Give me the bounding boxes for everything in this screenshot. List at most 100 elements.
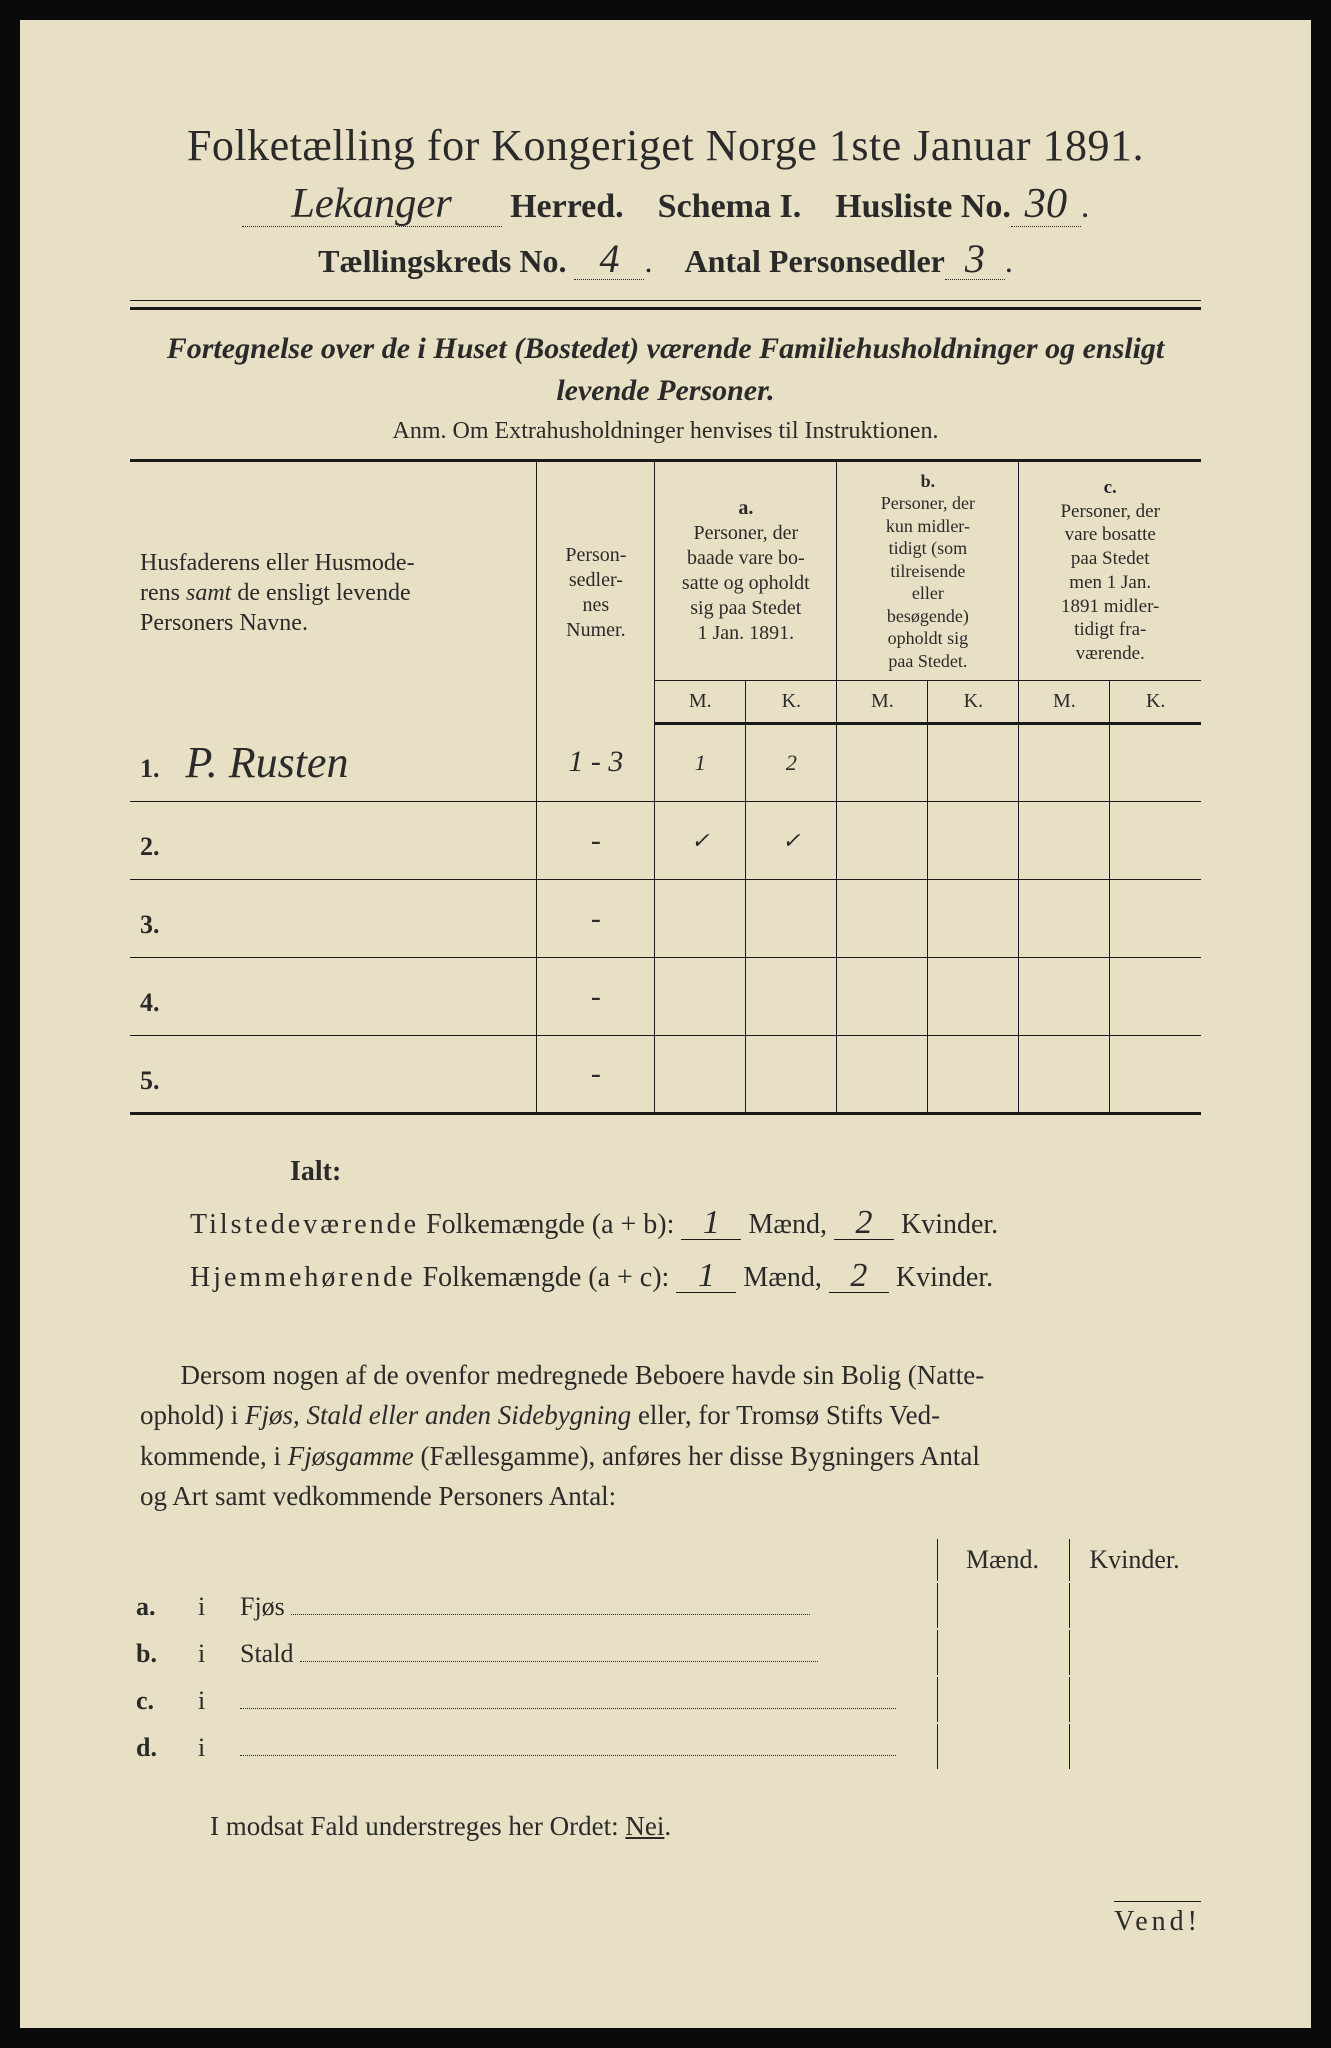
cell-c-k	[1110, 880, 1201, 958]
building-m	[937, 1677, 1067, 1722]
mk-header: M.	[837, 681, 928, 724]
row-num-range: -	[537, 1036, 655, 1114]
tilstede-k: 2	[834, 1208, 894, 1240]
kreds-label: Tællingskreds No.	[318, 243, 566, 279]
mk-header: K.	[746, 681, 837, 724]
anm-note: Anm. Om Extrahusholdninger henvises til …	[130, 418, 1201, 445]
cell-c-k	[1110, 724, 1201, 802]
building-label-cell: Fjøs	[236, 1583, 935, 1628]
row-num-range: -	[537, 958, 655, 1036]
subtitle: Fortegnelse over de i Huset (Bostedet) v…	[130, 328, 1201, 412]
cell-b-m	[837, 724, 928, 802]
hjemme-k: 2	[829, 1261, 889, 1293]
cell-b-k	[928, 724, 1019, 802]
building-row: c. i	[132, 1677, 1199, 1722]
cell-a-k	[746, 958, 837, 1036]
husliste-label: Husliste No.	[835, 188, 1011, 225]
cell-a-k: 2	[746, 724, 837, 802]
cell-c-k	[1110, 802, 1201, 880]
tilstede-row: Tilstedeværende Folkemængde (a + b): 1 M…	[190, 1198, 1201, 1251]
building-key: c.	[136, 1686, 154, 1715]
building-k	[1069, 1724, 1199, 1769]
building-m	[937, 1724, 1067, 1769]
maend-label2: Mænd,	[743, 1262, 822, 1293]
cell-a-m: 1	[655, 724, 746, 802]
col-header-c: c. Personer, dervare bosattepaa Stedetme…	[1019, 460, 1201, 681]
hjemme-row: Hjemmehørende Folkemængde (a + c): 1 Mæn…	[190, 1251, 1201, 1304]
building-i: i	[194, 1630, 234, 1675]
cell-c-m	[1019, 958, 1110, 1036]
ialt-label: Ialt:	[290, 1145, 1201, 1198]
row-number: 1.	[140, 754, 180, 784]
vend-label: Vend!	[1114, 1901, 1201, 1938]
cell-b-m	[837, 1036, 928, 1114]
building-i: i	[194, 1724, 234, 1769]
cell-a-m	[655, 1036, 746, 1114]
nei-line: I modsat Fald understreges her Ordet: Ne…	[210, 1811, 1191, 1842]
table-body: 1. P. Rusten 1 - 3 1 2 2. - ✓ ✓ 3. -	[130, 724, 1201, 1114]
subtitle-line1: Fortegnelse over de i Huset (Bostedet) v…	[167, 332, 1165, 365]
building-key: a.	[136, 1592, 156, 1621]
herred-value: Lekanger	[242, 183, 502, 227]
cell-c-m	[1019, 802, 1110, 880]
building-label-cell	[236, 1724, 935, 1769]
subtitle-line2: levende Personer.	[556, 374, 774, 407]
cell-a-m	[655, 880, 746, 958]
building-table: Mænd. Kvinder. a. i Fjøs b. i Stald c. i	[130, 1537, 1201, 1771]
building-label-cell	[236, 1677, 935, 1722]
bt-maend: Mænd.	[937, 1539, 1067, 1581]
herred-label: Herred.	[510, 188, 624, 225]
table-row: 5. -	[130, 1036, 1201, 1114]
col-header-a: a. Personer, derbaade vare bo-satte og o…	[655, 460, 837, 681]
row-number: 3.	[140, 910, 180, 940]
maend-label: Mænd,	[748, 1209, 827, 1240]
building-k	[1069, 1583, 1199, 1628]
building-k	[1069, 1677, 1199, 1722]
building-i: i	[194, 1583, 234, 1628]
cell-b-m	[837, 802, 928, 880]
building-m	[937, 1583, 1067, 1628]
scanned-page: Folketælling for Kongeriget Norge 1ste J…	[0, 0, 1331, 2048]
cell-c-k	[1110, 1036, 1201, 1114]
header-line-3: Tællingskreds No. 4. Antal Personsedler3…	[130, 239, 1201, 280]
building-key: d.	[136, 1733, 157, 1762]
cell-a-k	[746, 880, 837, 958]
totals-block: Ialt: Tilstedeværende Folkemængde (a + b…	[190, 1145, 1201, 1305]
table-row: 4. -	[130, 958, 1201, 1036]
header-line-2: Lekanger Herred. Schema I. Husliste No.3…	[130, 183, 1201, 227]
mk-header: K.	[928, 681, 1019, 724]
bt-kvinder: Kvinder.	[1069, 1539, 1199, 1581]
antal-value: 3	[945, 239, 1005, 280]
col-header-num: Person-sedler-nesNumer.	[537, 460, 655, 724]
building-key: b.	[136, 1639, 157, 1668]
building-k	[1069, 1630, 1199, 1675]
table-row: 2. - ✓ ✓	[130, 802, 1201, 880]
building-label: Stald	[240, 1639, 293, 1668]
hjemme-label: Hjemmehørende	[190, 1262, 416, 1293]
main-table: Husfaderens eller Husmode-rens samt de e…	[130, 459, 1201, 1116]
kvinder-label2: Kvinder.	[896, 1262, 993, 1293]
cell-b-k	[928, 1036, 1019, 1114]
building-paragraph: Dersom nogen af de ovenfor medregnede Be…	[140, 1355, 1191, 1517]
row-number: 5.	[140, 1066, 180, 1096]
building-row: a. i Fjøs	[132, 1583, 1199, 1628]
page-title: Folketælling for Kongeriget Norge 1ste J…	[130, 120, 1201, 171]
col-a-head: a.	[738, 497, 753, 519]
cell-b-m	[837, 880, 928, 958]
cell-c-m	[1019, 1036, 1110, 1114]
table-row: 3. -	[130, 880, 1201, 958]
mk-header: M.	[655, 681, 746, 724]
mk-header: K.	[1110, 681, 1201, 724]
cell-a-k	[746, 1036, 837, 1114]
row-name: P. Rusten	[186, 738, 349, 787]
building-m	[937, 1630, 1067, 1675]
cell-b-k	[928, 802, 1019, 880]
cell-c-k	[1110, 958, 1201, 1036]
building-label-cell: Stald	[236, 1630, 935, 1675]
building-row: b. i Stald	[132, 1630, 1199, 1675]
row-number: 4.	[140, 988, 180, 1018]
husliste-value: 30	[1011, 183, 1081, 227]
row-num-range: 1 - 3	[537, 724, 655, 802]
col-header-names: Husfaderens eller Husmode-rens samt de e…	[130, 460, 537, 724]
mk-header: M.	[1019, 681, 1110, 724]
